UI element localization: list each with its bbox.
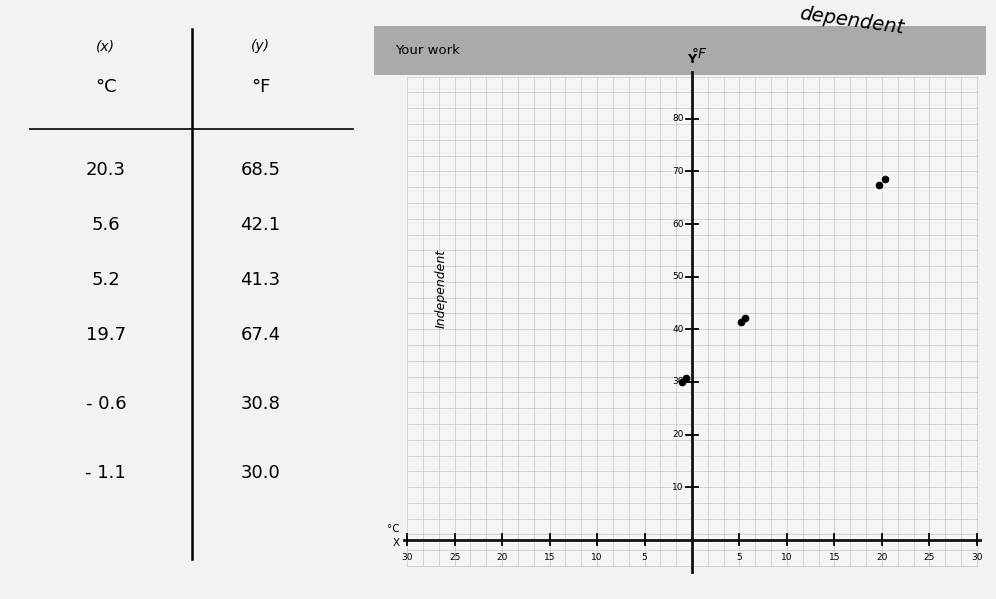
Text: 30: 30 bbox=[971, 553, 983, 562]
Text: (y): (y) bbox=[251, 39, 270, 53]
Text: Y: Y bbox=[687, 53, 696, 66]
Text: 10: 10 bbox=[781, 553, 793, 562]
Text: 20: 20 bbox=[496, 553, 508, 562]
Text: 80: 80 bbox=[672, 114, 683, 123]
Text: 15: 15 bbox=[829, 553, 841, 562]
Text: 40: 40 bbox=[672, 325, 683, 334]
Text: 30.8: 30.8 bbox=[240, 395, 281, 413]
Text: - 0.6: - 0.6 bbox=[86, 395, 126, 413]
Text: - 1.1: - 1.1 bbox=[86, 464, 126, 482]
Text: 5.2: 5.2 bbox=[92, 271, 121, 289]
Text: 30.0: 30.0 bbox=[241, 464, 280, 482]
Text: 19.7: 19.7 bbox=[86, 326, 125, 344]
Text: °C: °C bbox=[95, 78, 117, 96]
Text: 10: 10 bbox=[592, 553, 603, 562]
Text: 25: 25 bbox=[923, 553, 935, 562]
Text: 42.1: 42.1 bbox=[240, 216, 281, 234]
Text: 68.5: 68.5 bbox=[240, 161, 281, 179]
Text: 67.4: 67.4 bbox=[240, 326, 281, 344]
Text: 30: 30 bbox=[401, 553, 413, 562]
Text: Your work: Your work bbox=[395, 44, 460, 57]
Text: 10: 10 bbox=[672, 483, 683, 492]
Text: 70: 70 bbox=[672, 167, 683, 176]
Text: 20.3: 20.3 bbox=[86, 161, 125, 179]
Text: 20: 20 bbox=[876, 553, 887, 562]
Text: 25: 25 bbox=[449, 553, 460, 562]
Text: 50: 50 bbox=[672, 272, 683, 281]
Text: 5.6: 5.6 bbox=[92, 216, 121, 234]
Text: 5: 5 bbox=[737, 553, 742, 562]
Text: °C: °C bbox=[387, 524, 399, 534]
Text: dependent: dependent bbox=[798, 4, 904, 38]
Text: °F: °F bbox=[692, 47, 707, 61]
Bar bbox=[374, 26, 986, 75]
Text: 30: 30 bbox=[672, 377, 683, 386]
Text: 20: 20 bbox=[672, 430, 683, 439]
Text: 5: 5 bbox=[641, 553, 647, 562]
Text: (x): (x) bbox=[97, 39, 116, 53]
Text: Independent: Independent bbox=[434, 249, 447, 328]
Bar bbox=[407, 77, 977, 566]
Text: 60: 60 bbox=[672, 219, 683, 228]
Text: 41.3: 41.3 bbox=[240, 271, 281, 289]
Text: °F: °F bbox=[251, 78, 270, 96]
Text: 15: 15 bbox=[544, 553, 556, 562]
Text: X: X bbox=[392, 538, 399, 547]
